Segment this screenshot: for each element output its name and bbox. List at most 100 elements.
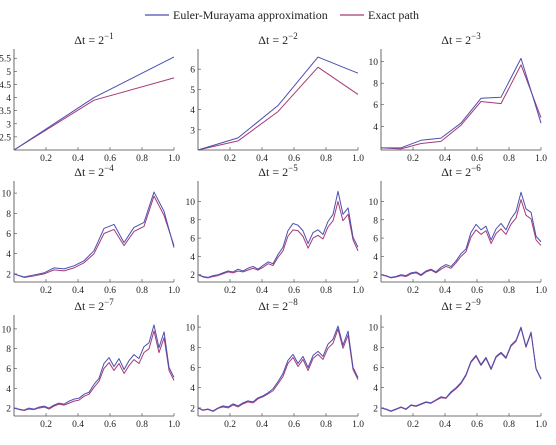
panel-title: Δt = 2−2 [258, 31, 297, 47]
x-tick-label: 0.4 [72, 420, 84, 430]
x-tick-label: 0.2 [224, 154, 236, 164]
panel-title-exponent: −2 [288, 31, 298, 41]
series-line-exact [197, 66, 359, 151]
y-tick-label: 8 [6, 345, 11, 355]
x-tick-label: 1.0 [168, 286, 180, 296]
x-tick-label: 1.0 [168, 420, 180, 430]
series-line-euler [13, 324, 175, 411]
panel-title: Δt = 2−8 [258, 297, 298, 313]
y-tick-label: 2 [190, 271, 195, 281]
x-tick-label: 0.2 [40, 286, 52, 296]
series-line-exact [197, 328, 359, 412]
x-tick-label: 0.6 [288, 286, 300, 296]
panel-title-base: Δt = 2 [441, 299, 471, 313]
x-tick-label: 1.0 [352, 286, 364, 296]
panel-title-exponent: −5 [288, 163, 298, 173]
y-tick-label: 4 [190, 253, 195, 263]
y-tick-label: 10 [369, 198, 379, 208]
panel-6: Δt = 2−6 0.2 0.4 0.6 0.8 1.0 2 4 6 8 10 [369, 163, 548, 296]
panel-grid: Δt = 2−10.2 0.4 0.6 0.8 1.02.533.544.555.5Δt… [0, 31, 547, 430]
y-tick-label: 8 [373, 216, 378, 226]
y-tick-label: 10 [186, 198, 196, 208]
y-tick-label: 4 [190, 106, 195, 116]
panel-title-base: Δt = 2 [258, 33, 288, 47]
panel-title: Δt = 2−6 [441, 163, 481, 179]
y-tick-label: 8 [373, 344, 378, 354]
x-tick-label: 0.6 [104, 154, 116, 164]
x-tick-label: 0.4 [256, 420, 268, 430]
y-tick-label: 3 [6, 120, 11, 130]
x-tick-label: 1.0 [535, 286, 547, 296]
x-tick-label: 0.8 [136, 286, 148, 296]
panel-title-exponent: −3 [471, 31, 481, 41]
x-tick-label: 0.6 [471, 286, 483, 296]
x-tick-label: 1.0 [535, 420, 547, 430]
x-tick-label: 0.8 [320, 420, 332, 430]
panel-title: Δt = 2−1 [74, 31, 113, 47]
y-tick-label: 4 [373, 253, 378, 263]
series-line-euler [380, 191, 542, 278]
series-line-exact [13, 77, 175, 151]
x-tick-label: 0.6 [104, 286, 116, 296]
legend-label-exact: Exact path [368, 8, 419, 22]
y-tick-label: 5 [6, 68, 11, 78]
panel-title-exponent: −9 [471, 297, 481, 307]
panel-2: Δt = 2−2 0.2 0.4 0.6 0.8 1.0 3 4 5 6 [190, 31, 364, 164]
y-tick-label: 8 [373, 80, 378, 90]
y-tick-label: 4 [6, 250, 11, 260]
x-tick-label: 0.6 [471, 420, 483, 430]
y-tick-label: 6 [6, 365, 11, 375]
x-tick-label: 0.4 [439, 154, 451, 164]
y-tick-label: 5 [190, 86, 195, 96]
x-tick-label: 0.4 [256, 154, 268, 164]
y-tick-label: 4 [373, 123, 378, 133]
x-tick-label: 0.2 [40, 420, 52, 430]
panel-1: Δt = 2−1 0.2 0.4 0.6 0.8 1.0 2.5 3 3.5 4 4.5 5 5.5 [0, 31, 180, 164]
panel-title-exponent: −7 [104, 297, 114, 307]
y-tick-label: 3 [190, 126, 195, 136]
panel-4: Δt = 2−4 0.2 0.4 0.6 0.8 1.0 2 4 6 8 10 [2, 163, 181, 296]
y-tick-label: 10 [186, 324, 196, 334]
x-tick-label: 0.2 [407, 286, 419, 296]
y-tick-label: 4 [190, 384, 195, 394]
y-tick-label: 6 [373, 364, 378, 374]
x-tick-label: 0.8 [503, 286, 515, 296]
x-tick-label: 0.2 [407, 420, 419, 430]
panel-title-exponent: −4 [104, 163, 114, 173]
panel-7: Δt = 2−7 0.2 0.4 0.6 0.8 1.0 2 4 6 8 10 [2, 297, 181, 430]
series-line-euler [197, 56, 359, 151]
y-tick-label: 4 [6, 94, 11, 104]
panel-title: Δt = 2−7 [74, 297, 114, 313]
y-tick-label: 10 [369, 324, 379, 334]
x-tick-label: 0.6 [288, 154, 300, 164]
legend: Euler-Murayama approximation Exact path [145, 8, 419, 22]
y-tick-label: 4 [6, 385, 11, 395]
series-line-euler [197, 190, 359, 278]
panel-title-base: Δt = 2 [258, 165, 288, 179]
y-tick-label: 5.5 [0, 55, 11, 65]
x-tick-label: 0.2 [40, 154, 52, 164]
panel-title-base: Δt = 2 [74, 33, 104, 47]
panel-title-base: Δt = 2 [441, 165, 471, 179]
y-tick-label: 4.5 [0, 81, 11, 91]
panel-title-base: Δt = 2 [441, 33, 471, 47]
x-tick-label: 0.8 [320, 286, 332, 296]
x-tick-label: 0.6 [104, 420, 116, 430]
panel-9: Δt = 2−9 0.2 0.4 0.6 0.8 1.0 2 4 6 8 10 [369, 297, 548, 430]
series-line-exact [380, 199, 542, 279]
series-line-exact [13, 330, 175, 412]
x-tick-label: 0.4 [439, 286, 451, 296]
x-tick-label: 0.2 [407, 154, 419, 164]
series-line-euler [381, 57, 542, 149]
series-line-euler [13, 56, 175, 151]
series-line-euler [380, 326, 542, 412]
panel-title-exponent: −8 [288, 297, 298, 307]
x-tick-label: 1.0 [168, 154, 180, 164]
y-tick-label: 6 [190, 235, 195, 245]
y-tick-label: 10 [369, 58, 379, 68]
x-tick-label: 0.8 [320, 154, 332, 164]
panel-title-exponent: −6 [471, 163, 481, 173]
panel-title-exponent: −1 [104, 31, 114, 41]
y-tick-label: 10 [2, 325, 12, 335]
y-tick-label: 2 [373, 271, 378, 281]
